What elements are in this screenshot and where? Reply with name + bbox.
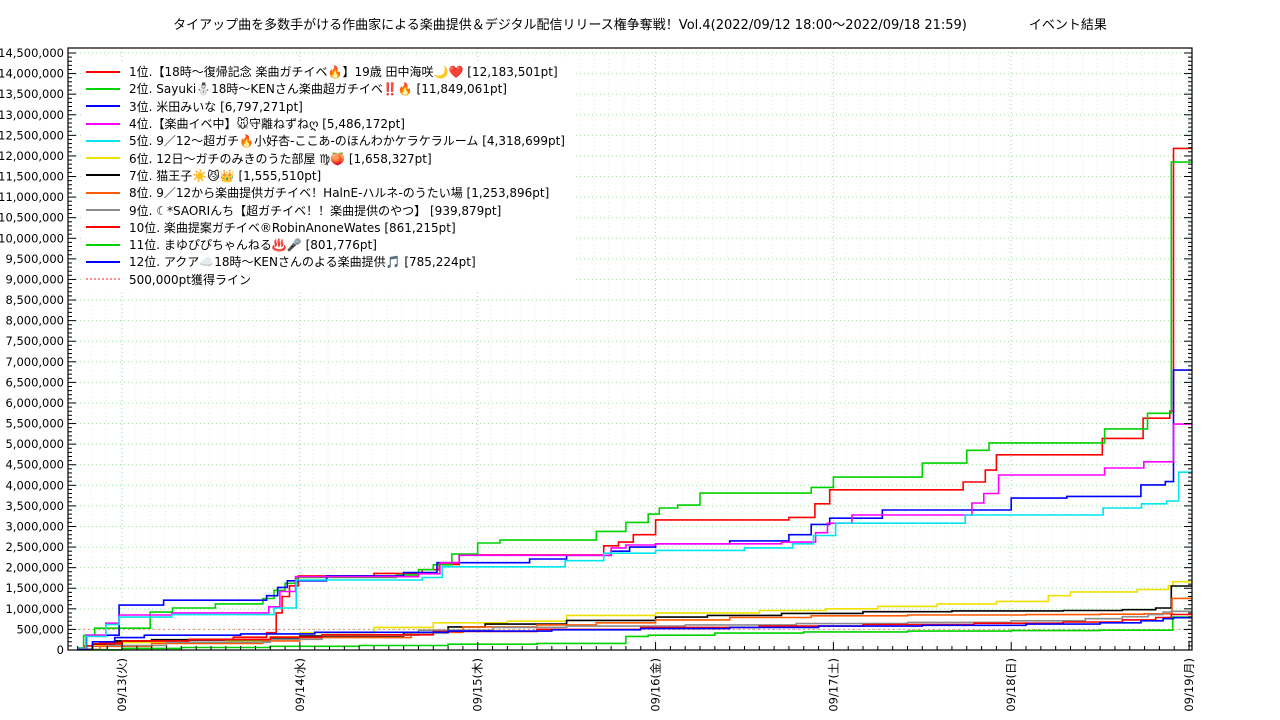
legend-item-label: 5位. 9／12～超ガチ🔥小好杏-ここあ-のほんわかケラケラルーム [4,318… bbox=[129, 134, 565, 149]
page-title: タイアップ曲を多数手がける作曲家による楽曲提供＆デジタル配信リリース権争奪戦！V… bbox=[173, 18, 967, 33]
axis-tick-label: 09/18(日) bbox=[1004, 658, 1018, 712]
legend-item-rank-9: 9位. ☾*SAORIんち【超ガチイベ！！楽曲提供のやつ】 [939,879pt… bbox=[86, 201, 565, 218]
legend-item-label: 10位. 楽曲提案ガチイベ®RobinAnoneWates [861,215pt… bbox=[129, 220, 456, 235]
axis-tick-label: 7,000,000 bbox=[5, 355, 64, 369]
axis-tick-label: 4,500,000 bbox=[5, 458, 64, 472]
legend-item-label: 11位. まゆぴぴちゃんねる♨️🎤 [801,776pt] bbox=[129, 238, 377, 253]
legend-item-rank-12: 12位. アクア☁️18時～KENさんのよる楽曲提供🎵 [785,224pt] bbox=[86, 253, 565, 270]
legend-line-swatch bbox=[86, 174, 120, 177]
legend-item-rank-4: 4位.【楽曲イベ中】🐭守離ねずねღ [5,486,172pt] bbox=[86, 115, 565, 132]
chart-legend: 1位.【18時～復帰記念 楽曲ガチイベ🔥】19歳 田中海咲🌙❤️ [12,183… bbox=[84, 63, 575, 290]
axis-tick-label: 3,500,000 bbox=[5, 499, 64, 513]
axis-tick-label: 6,000,000 bbox=[5, 396, 64, 410]
legend-line-swatch bbox=[86, 105, 120, 108]
legend-item-threshold: 500,000pt獲得ライン bbox=[86, 271, 565, 288]
axis-tick-label: 2,500,000 bbox=[5, 540, 64, 554]
legend-line-swatch bbox=[86, 226, 120, 229]
series-line-rank-2 bbox=[77, 161, 1192, 649]
legend-item-rank-10: 10位. 楽曲提案ガチイベ®RobinAnoneWates [861,215pt… bbox=[86, 219, 565, 236]
axis-tick-label: 10,000,000 bbox=[0, 231, 64, 245]
axis-tick-label: 2,000,000 bbox=[5, 561, 64, 575]
axis-tick-label: 9,000,000 bbox=[5, 272, 64, 286]
series-line-rank-3 bbox=[77, 369, 1192, 650]
series-line-rank-4 bbox=[77, 423, 1192, 650]
legend-line-swatch bbox=[86, 157, 120, 160]
event-result-label: イベント結果 bbox=[1028, 18, 1107, 33]
legend-line-swatch bbox=[86, 243, 120, 246]
legend-line-swatch bbox=[86, 139, 120, 142]
legend-item-rank-1: 1位.【18時～復帰記念 楽曲ガチイベ🔥】19歳 田中海咲🌙❤️ [12,183… bbox=[86, 63, 565, 80]
axis-tick-label: 7,500,000 bbox=[5, 334, 64, 348]
axis-tick-label: 6,500,000 bbox=[5, 375, 64, 389]
legend-line-swatch bbox=[86, 209, 120, 212]
axis-tick-label: 14,000,000 bbox=[0, 67, 64, 81]
series-line-rank-9 bbox=[77, 610, 1192, 651]
legend-item-label: 4位.【楽曲イベ中】🐭守離ねずねღ [5,486,172pt] bbox=[129, 117, 405, 132]
legend-item-label: 9位. ☾*SAORIんち【超ガチイベ！！楽曲提供のやつ】 [939,879pt… bbox=[129, 203, 502, 218]
series-line-rank-1 bbox=[77, 147, 1192, 650]
legend-item-label: 500,000pt獲得ライン bbox=[129, 272, 251, 287]
legend-line-swatch bbox=[86, 260, 120, 263]
legend-item-rank-8: 8位. 9／12から楽曲提供ガチイベ！HalnE-ハルネ-のうたい場 [1,25… bbox=[86, 184, 565, 201]
axis-tick-label: 13,000,000 bbox=[0, 108, 64, 122]
axis-tick-label: 13,500,000 bbox=[0, 87, 64, 101]
legend-item-label: 3位. 米田みいな [6,797,271pt] bbox=[129, 99, 303, 114]
axis-tick-label: 09/15(木) bbox=[471, 658, 485, 712]
legend-item-label: 6位. 12日～ガチのみきのうた部屋 ♍🍑 [1,658,327pt] bbox=[129, 151, 432, 166]
axis-tick-label: 3,000,000 bbox=[5, 519, 64, 533]
legend-line-swatch bbox=[86, 87, 120, 90]
legend-item-rank-3: 3位. 米田みいな [6,797,271pt] bbox=[86, 98, 565, 115]
legend-item-label: 8位. 9／12から楽曲提供ガチイベ！HalnE-ハルネ-のうたい場 [1,25… bbox=[129, 186, 550, 201]
legend-line-swatch bbox=[86, 191, 120, 194]
axis-tick-label: 14,500,000 bbox=[0, 46, 64, 60]
axis-tick-label: 09/17(土) bbox=[826, 658, 840, 712]
axis-tick-label: 10,500,000 bbox=[0, 211, 64, 225]
legend-line-swatch bbox=[86, 278, 120, 281]
legend-item-label: 12位. アクア☁️18時～KENさんのよる楽曲提供🎵 [785,224pt] bbox=[129, 255, 476, 270]
legend-item-rank-7: 7位. 猫王子☀️😼👑 [1,555,510pt] bbox=[86, 167, 565, 184]
axis-tick-label: 9,500,000 bbox=[5, 252, 64, 266]
legend-item-rank-5: 5位. 9／12～超ガチ🔥小好杏-ここあ-のほんわかケラケラルーム [4,318… bbox=[86, 132, 565, 149]
series-line-rank-12 bbox=[77, 616, 1192, 651]
axis-tick-label: 8,500,000 bbox=[5, 293, 64, 307]
axis-tick-label: 0 bbox=[57, 643, 64, 657]
axis-tick-label: 12,500,000 bbox=[0, 128, 64, 142]
axis-tick-label: 09/13(火) bbox=[115, 658, 129, 712]
axis-tick-label: 09/16(金) bbox=[649, 658, 663, 712]
legend-item-label: 7位. 猫王子☀️😼👑 [1,555,510pt] bbox=[129, 168, 322, 183]
axis-tick-label: 11,500,000 bbox=[0, 170, 64, 184]
axis-tick-label: 09/14(水) bbox=[293, 658, 307, 712]
series-line-rank-7 bbox=[77, 585, 1192, 651]
legend-item-rank-11: 11位. まゆぴぴちゃんねる♨️🎤 [801,776pt] bbox=[86, 236, 565, 253]
axis-tick-label: 5,000,000 bbox=[5, 437, 64, 451]
axis-tick-label: 11,000,000 bbox=[0, 190, 64, 204]
axis-tick-label: 12,000,000 bbox=[0, 149, 64, 163]
axis-tick-label: 8,000,000 bbox=[5, 314, 64, 328]
legend-item-rank-2: 2位. Sayuki⛄18時～KENさん楽曲超ガチイベ‼️🔥 [11,849,0… bbox=[86, 80, 565, 97]
legend-line-swatch bbox=[86, 70, 120, 73]
legend-item-rank-6: 6位. 12日～ガチのみきのうた部屋 ♍🍑 [1,658,327pt] bbox=[86, 149, 565, 166]
legend-item-label: 1位.【18時～復帰記念 楽曲ガチイベ🔥】19歳 田中海咲🌙❤️ [12,183… bbox=[129, 65, 558, 80]
axis-tick-label: 09/19(月) bbox=[1182, 658, 1196, 712]
series-line-rank-5 bbox=[77, 471, 1192, 650]
axis-tick-label: 5,500,000 bbox=[5, 417, 64, 431]
title-row: タイアップ曲を多数手がける作曲家による楽曲提供＆デジタル配信リリース権争奪戦！V… bbox=[0, 14, 1280, 33]
legend-item-label: 2位. Sayuki⛄18時～KENさん楽曲超ガチイベ‼️🔥 [11,849,0… bbox=[129, 82, 507, 97]
axis-tick-label: 1,500,000 bbox=[5, 581, 64, 595]
axis-tick-label: 4,000,000 bbox=[5, 478, 64, 492]
axis-tick-label: 500,000 bbox=[16, 622, 64, 636]
legend-line-swatch bbox=[86, 122, 120, 125]
axis-tick-label: 1,000,000 bbox=[5, 602, 64, 616]
